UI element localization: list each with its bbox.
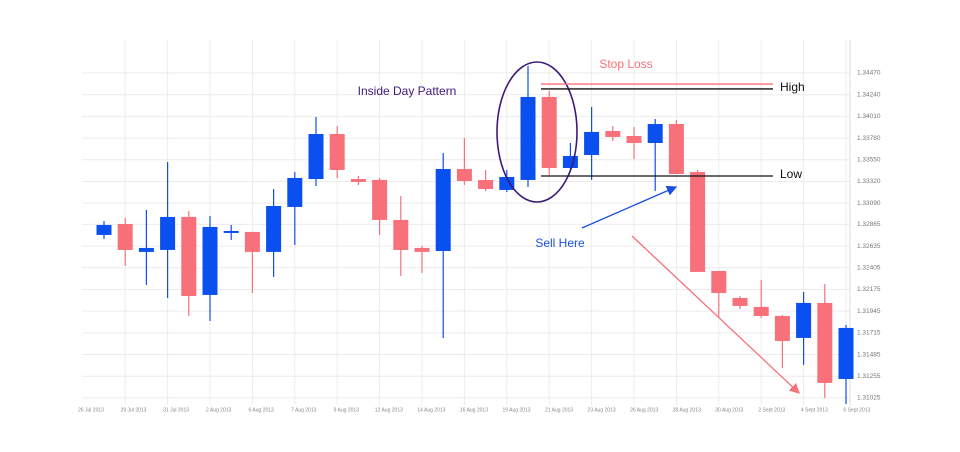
x-tick-label: 6 Sept 2013 xyxy=(843,407,870,413)
candle-body xyxy=(372,179,388,220)
y-tick-label: 1.31715 xyxy=(857,330,881,337)
x-tick-label: 2 Sept 2013 xyxy=(758,407,785,413)
candle-body xyxy=(456,169,472,182)
candle-body xyxy=(478,179,494,190)
candle-body xyxy=(690,171,706,272)
candle-body xyxy=(393,219,409,250)
y-tick-label: 1.31025 xyxy=(857,395,881,402)
candle-body xyxy=(626,136,642,143)
x-tick-label: 7 Aug 2013 xyxy=(291,407,317,413)
x-tick-label: 31 Jul 2013 xyxy=(163,407,189,413)
x-tick-label: 28 Aug 2013 xyxy=(673,407,701,413)
candle-body xyxy=(223,230,239,233)
x-tick-label: 26 Jul 2013 xyxy=(78,407,104,413)
y-tick-label: 1.33780 xyxy=(857,135,881,142)
y-tick-label: 1.31945 xyxy=(857,308,881,315)
x-tick-label: 16 Aug 2013 xyxy=(460,407,488,413)
y-tick-label: 1.33320 xyxy=(857,178,881,185)
y-tick-label: 1.34010 xyxy=(857,113,881,120)
entry-label: Sell Here xyxy=(535,236,585,250)
x-tick-label: 30 Aug 2013 xyxy=(715,407,743,413)
x-tick-label: 6 Aug 2013 xyxy=(249,407,275,413)
candle-body xyxy=(774,315,790,341)
candle-body xyxy=(711,270,727,293)
y-tick-label: 1.34470 xyxy=(857,70,881,77)
y-tick-label: 1.32865 xyxy=(857,221,881,228)
candle-body xyxy=(541,96,557,168)
level-label: Low xyxy=(780,167,802,181)
x-tick-label: 14 Aug 2013 xyxy=(417,407,445,413)
x-tick-label: 2 Aug 2013 xyxy=(206,407,232,413)
y-tick-label: 1.31485 xyxy=(857,351,881,358)
y-tick-label: 1.33090 xyxy=(857,200,881,207)
candle-body xyxy=(181,216,197,296)
candle-body xyxy=(838,327,854,379)
candle-body xyxy=(520,96,536,180)
y-tick-label: 1.32635 xyxy=(857,243,881,250)
candle-body xyxy=(605,131,621,137)
candle-body xyxy=(668,124,684,175)
y-tick-label: 1.31255 xyxy=(857,373,881,380)
level-label: High xyxy=(780,80,805,94)
x-tick-label: 9 Aug 2013 xyxy=(334,407,360,413)
y-tick-label: 1.33550 xyxy=(857,156,881,163)
candle-body xyxy=(266,205,282,252)
candle-body xyxy=(647,124,663,143)
x-tick-label: 23 Aug 2013 xyxy=(588,407,616,413)
candle-body xyxy=(753,306,769,316)
pattern-ellipse xyxy=(496,61,578,203)
sell-arrow xyxy=(581,185,678,229)
candle-body xyxy=(244,231,260,252)
candle-body xyxy=(350,179,366,182)
x-tick-label: 21 Aug 2013 xyxy=(545,407,573,413)
candle-body xyxy=(160,216,176,250)
x-tick-label: 4 Sept 2013 xyxy=(801,407,828,413)
pattern-label: Inside Day Pattern xyxy=(358,84,457,98)
candle-body xyxy=(817,302,833,383)
candle-body xyxy=(414,247,430,252)
candle-body xyxy=(499,176,515,190)
candle-body xyxy=(117,224,133,250)
candle-body xyxy=(202,226,218,295)
candle-body xyxy=(435,169,451,251)
y-tick-label: 1.32175 xyxy=(857,286,881,293)
x-tick-label: 26 Aug 2013 xyxy=(630,407,658,413)
trend-arrow xyxy=(631,235,800,394)
candle-body xyxy=(287,177,303,207)
level-label: Stop Loss xyxy=(599,57,652,71)
candle-body xyxy=(796,302,812,338)
candle-body xyxy=(562,156,578,168)
candle-body xyxy=(96,224,112,235)
x-tick-label: 12 Aug 2013 xyxy=(375,407,403,413)
x-tick-label: 29 Jul 2013 xyxy=(121,407,147,413)
candle-body xyxy=(584,131,600,155)
candle-body xyxy=(308,134,324,180)
candle-body xyxy=(138,247,154,252)
candle-body xyxy=(329,134,345,170)
y-tick-label: 1.32405 xyxy=(857,264,881,271)
x-tick-label: 19 Aug 2013 xyxy=(502,407,530,413)
candle-body xyxy=(732,297,748,306)
y-tick-label: 1.34240 xyxy=(857,91,881,98)
